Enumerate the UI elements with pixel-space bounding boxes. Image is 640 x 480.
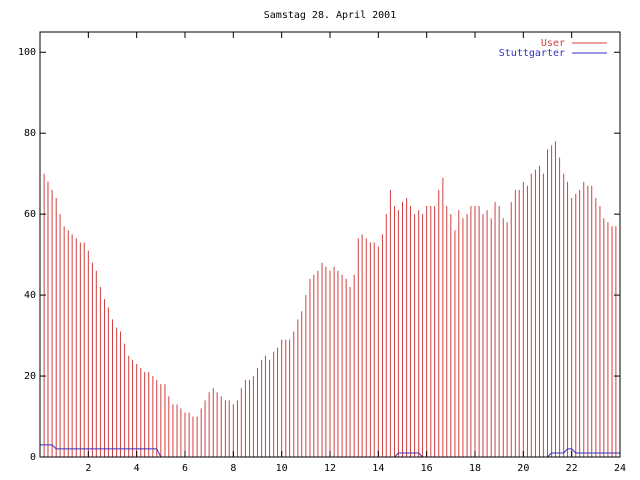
- x-tick-label: 12: [324, 463, 336, 474]
- x-tick-label: 4: [134, 463, 140, 474]
- x-tick-label: 14: [372, 463, 384, 474]
- chart-title: Samstag 28. April 2001: [264, 10, 396, 21]
- x-tick-label: 2: [85, 463, 91, 474]
- y-tick-label: 0: [30, 452, 36, 463]
- legend-label: User: [541, 38, 565, 49]
- y-tick-label: 40: [24, 290, 36, 301]
- x-tick-label: 6: [182, 463, 188, 474]
- x-tick-label: 24: [614, 463, 626, 474]
- y-tick-label: 20: [24, 371, 36, 382]
- x-tick-label: 22: [566, 463, 578, 474]
- x-tick-label: 10: [276, 463, 288, 474]
- y-tick-label: 60: [24, 209, 36, 220]
- x-tick-label: 20: [517, 463, 529, 474]
- x-tick-label: 16: [421, 463, 433, 474]
- legend-label: Stuttgarter: [499, 48, 565, 59]
- y-tick-label: 100: [18, 47, 36, 58]
- x-tick-label: 8: [230, 463, 236, 474]
- x-tick-label: 18: [469, 463, 481, 474]
- y-tick-label: 80: [24, 128, 36, 139]
